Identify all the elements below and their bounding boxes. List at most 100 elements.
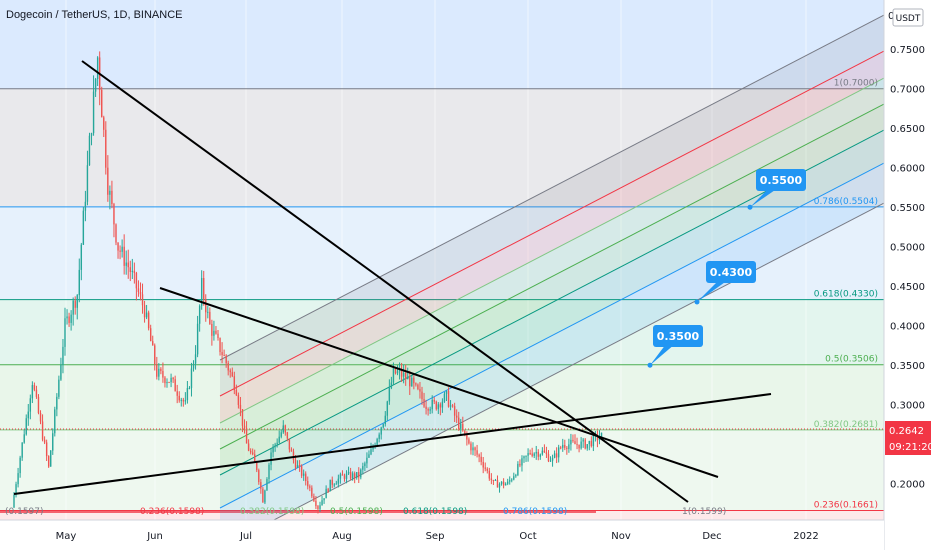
currency-unit-label: USDT bbox=[896, 14, 921, 24]
candle-body bbox=[537, 451, 539, 457]
candle-body bbox=[247, 443, 250, 451]
callout-box bbox=[706, 261, 756, 283]
candle-body bbox=[486, 468, 488, 471]
candle-body bbox=[409, 376, 411, 387]
candle-body bbox=[13, 494, 15, 508]
channel-line bbox=[219, 77, 885, 424]
candle-body bbox=[351, 473, 354, 479]
price-tick-label: 0.5500 bbox=[890, 203, 925, 214]
candle-body bbox=[388, 387, 391, 402]
candle-body bbox=[229, 370, 231, 373]
candle-body bbox=[337, 478, 340, 484]
zone-above bbox=[0, 0, 884, 89]
candle-body bbox=[415, 383, 417, 385]
candle-body bbox=[45, 442, 48, 457]
time-tick-label: Aug bbox=[332, 531, 352, 542]
candle-body bbox=[203, 277, 205, 299]
candle-body bbox=[196, 323, 199, 355]
candle-body bbox=[433, 399, 435, 402]
candle-body bbox=[568, 444, 570, 449]
candle-body bbox=[319, 505, 321, 510]
candle-body bbox=[529, 453, 531, 455]
candle-body bbox=[266, 479, 268, 491]
candle-body bbox=[407, 376, 409, 380]
candle-body bbox=[176, 391, 178, 396]
candle-body bbox=[541, 450, 544, 455]
candle-body bbox=[94, 78, 97, 92]
candle-body bbox=[241, 409, 244, 426]
candle-body bbox=[272, 446, 274, 453]
candle-body bbox=[517, 463, 519, 476]
candle-body bbox=[451, 405, 454, 407]
candle-body bbox=[41, 421, 44, 440]
candle-body bbox=[39, 413, 42, 422]
candle-body bbox=[211, 323, 213, 336]
candle-body bbox=[484, 467, 486, 469]
candle-body bbox=[513, 476, 515, 480]
candle-body bbox=[313, 496, 315, 501]
candle-body bbox=[207, 311, 209, 313]
candle-body bbox=[586, 444, 588, 449]
candle-body bbox=[578, 444, 580, 449]
fib-level-label: 0.236(0.1661) bbox=[814, 500, 878, 510]
price-tick-label: 0.4500 bbox=[890, 282, 925, 293]
candle-body bbox=[553, 453, 556, 458]
candle-body bbox=[360, 469, 362, 478]
current-price-tag bbox=[885, 421, 931, 455]
candle-body bbox=[600, 432, 603, 438]
fib-base-label: (0.1597) bbox=[5, 507, 44, 517]
candle-body bbox=[590, 440, 593, 447]
candle-body bbox=[288, 438, 291, 450]
candle-body bbox=[382, 424, 384, 428]
candle-body bbox=[186, 388, 189, 401]
fib-base-label: 0.382(0.1598) bbox=[240, 507, 304, 517]
candle-body bbox=[82, 210, 85, 245]
candle-body bbox=[166, 382, 168, 384]
candle-body bbox=[321, 500, 323, 506]
candle-body bbox=[376, 438, 378, 446]
candle-body bbox=[307, 481, 309, 487]
candle-body bbox=[105, 129, 107, 168]
candle-body bbox=[135, 272, 138, 289]
candle-body bbox=[572, 439, 574, 442]
candle-body bbox=[347, 471, 350, 474]
candle-body bbox=[141, 294, 144, 306]
price-tick-label: 0.2000 bbox=[890, 480, 925, 491]
candle-body bbox=[251, 452, 254, 455]
candle-body bbox=[458, 417, 460, 429]
candle-body bbox=[254, 454, 256, 462]
candle-body bbox=[276, 442, 278, 445]
candle-body bbox=[311, 487, 313, 497]
candle-body bbox=[137, 288, 140, 293]
price-tick-label: 0.6000 bbox=[890, 164, 925, 175]
candle-body bbox=[217, 333, 219, 338]
candle-body bbox=[260, 482, 262, 489]
candle-body bbox=[262, 488, 264, 503]
time-tick-label: Dec bbox=[702, 531, 721, 542]
candle-body bbox=[127, 262, 129, 268]
candle-body bbox=[292, 451, 295, 461]
candle-body bbox=[35, 389, 38, 397]
channel-band bbox=[220, 104, 884, 475]
price-tick-label: 0 bbox=[888, 11, 894, 22]
candle-body bbox=[68, 316, 70, 323]
candle-body bbox=[139, 292, 142, 295]
candle-body bbox=[74, 300, 76, 308]
candle-body bbox=[164, 377, 166, 384]
candle-body bbox=[270, 452, 272, 465]
price-tick-label: 0.6500 bbox=[890, 124, 925, 135]
candle-body bbox=[551, 457, 554, 461]
candle-body bbox=[464, 430, 466, 434]
candle-body bbox=[437, 404, 440, 410]
candle-body bbox=[125, 262, 127, 266]
candle-body bbox=[496, 479, 499, 488]
candle-body bbox=[547, 454, 550, 462]
candle-body bbox=[431, 399, 433, 410]
candle-body bbox=[284, 425, 287, 433]
price-tick-label: 0.5000 bbox=[890, 243, 925, 254]
chart-title: Dogecoin / TetherUS, 1D, BINANCE bbox=[6, 9, 183, 21]
candle-body bbox=[372, 447, 374, 450]
time-tick-label: 2022 bbox=[793, 531, 818, 542]
candle-body bbox=[449, 405, 452, 407]
